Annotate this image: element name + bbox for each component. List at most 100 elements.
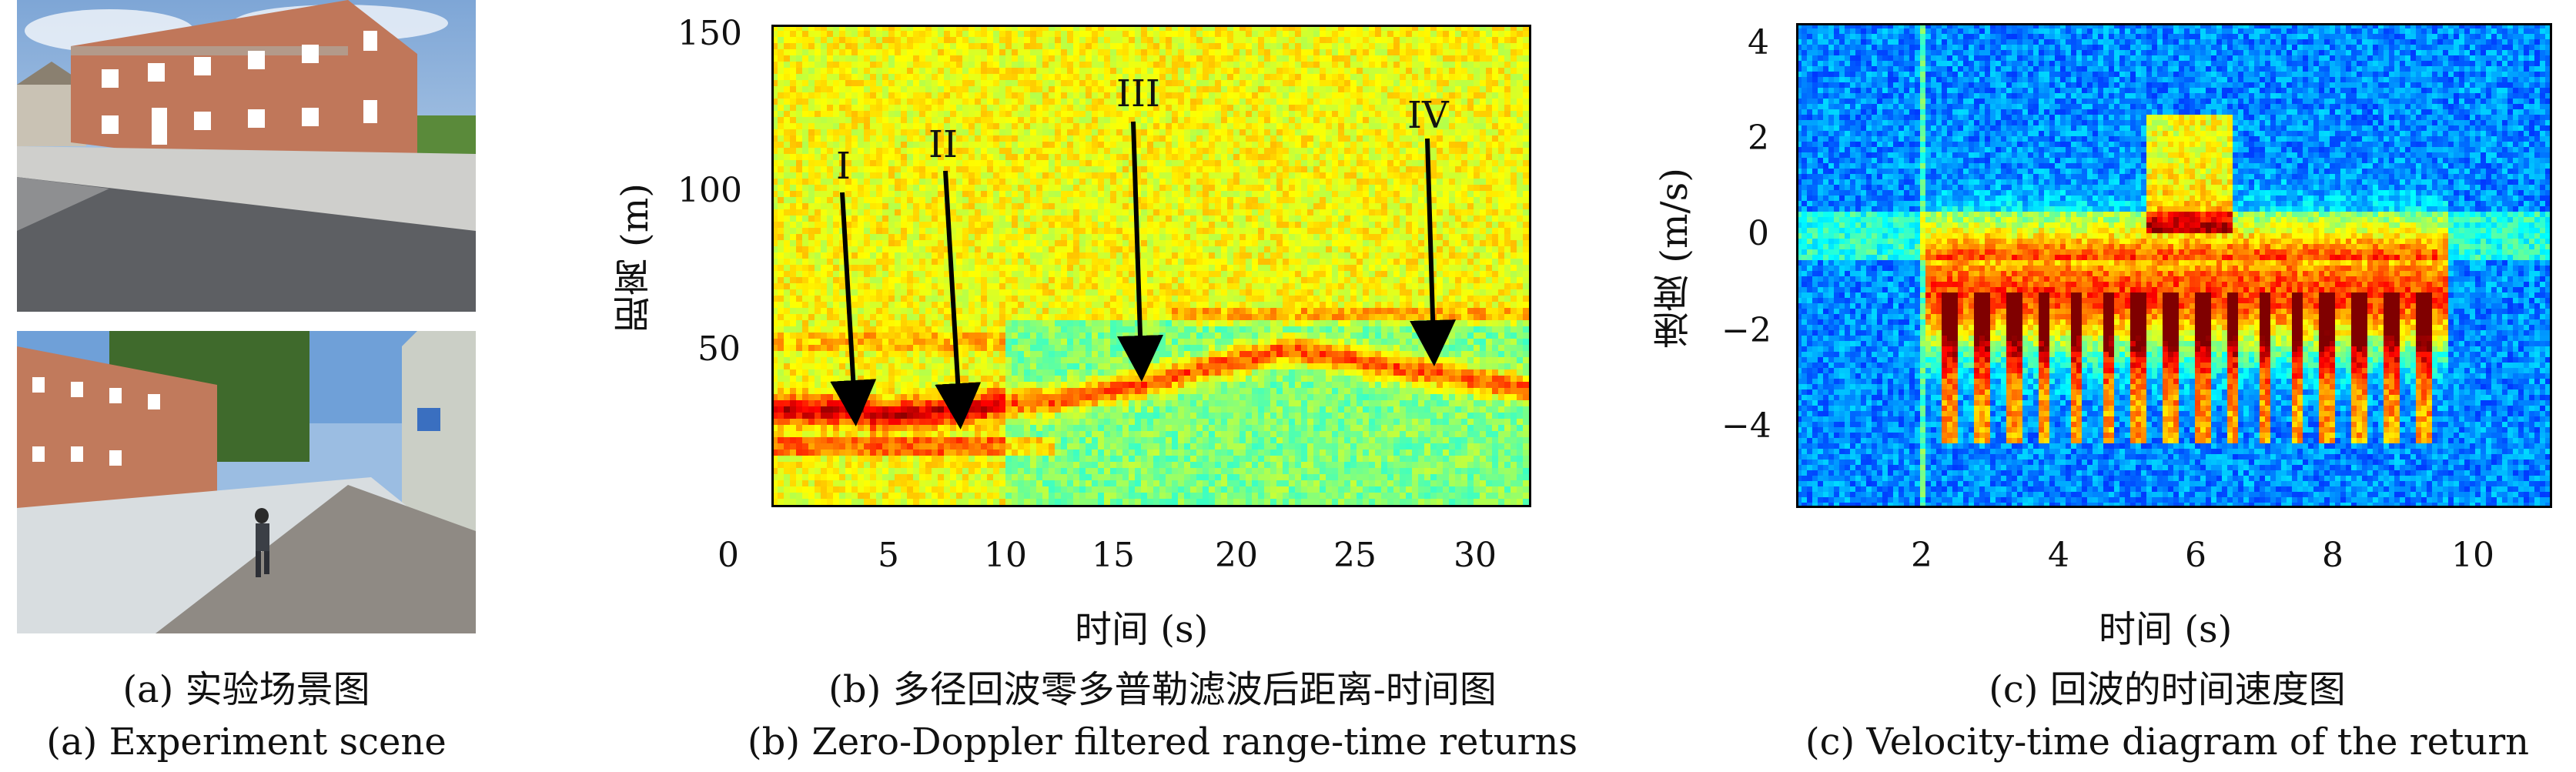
- heatmap-cell: [907, 86, 913, 92]
- heatmap-cell: [815, 277, 821, 283]
- heatmap-cell: [790, 154, 796, 160]
- heatmap-cell: [808, 37, 815, 43]
- heatmap-cell: [808, 480, 815, 486]
- heatmap-cell: [796, 62, 802, 68]
- heatmap-cell: [827, 234, 833, 240]
- heatmap-cell: [784, 99, 790, 105]
- heatmap-cell: [815, 406, 821, 413]
- heatmap-cell: [895, 240, 901, 246]
- heatmap-cell: [771, 289, 778, 296]
- heatmap-cell: [833, 228, 839, 234]
- heatmap-cell: [796, 326, 802, 333]
- heatmap-cell: [771, 363, 778, 369]
- heatmap-cell: [882, 382, 888, 388]
- heatmap-cell: [870, 259, 876, 265]
- heatmap-cell: [851, 99, 858, 105]
- heatmap-cell: [802, 314, 808, 320]
- heatmap-cell: [815, 252, 821, 259]
- heatmap-cell: [790, 222, 796, 228]
- heatmap-cell: [876, 74, 882, 80]
- heatmap-cell: [858, 363, 864, 369]
- heatmap-cell: [790, 252, 796, 259]
- heatmap-cell: [870, 449, 876, 456]
- heatmap-cell: [895, 129, 901, 135]
- heatmap-cell: [845, 246, 851, 252]
- heatmap-cell: [895, 25, 901, 31]
- heatmap-cell: [802, 493, 808, 499]
- heatmap-cell: [827, 197, 833, 203]
- heatmap-cell: [778, 394, 784, 400]
- heatmap-cell: [771, 252, 778, 259]
- caption-a-en: (a) Experiment scene: [46, 724, 447, 760]
- heatmap-cell: [851, 179, 858, 185]
- heatmap-cell: [876, 252, 882, 259]
- heatmap-cell: [864, 209, 870, 216]
- heatmap-cell: [851, 80, 858, 86]
- heatmap-cell: [907, 142, 913, 148]
- heatmap-cell: [790, 259, 796, 265]
- heatmap-cell: [778, 105, 784, 111]
- heatmap-cell: [815, 191, 821, 197]
- heatmap-cell: [778, 117, 784, 123]
- heatmap-cell: [784, 320, 790, 326]
- heatmap-cell: [901, 437, 907, 443]
- heatmap-cell: [839, 240, 845, 246]
- heatmap-cell: [876, 197, 882, 203]
- heatmap-cell: [864, 166, 870, 172]
- heatmap-cell: [876, 357, 882, 363]
- heatmap-cell: [778, 382, 784, 388]
- heatmap-cell: [833, 234, 839, 240]
- heatmap-cell: [815, 431, 821, 437]
- heatmap-cell: [827, 259, 833, 265]
- heatmap-cell: [901, 345, 907, 351]
- heatmap-cell: [895, 388, 901, 394]
- heatmap-cell: [901, 394, 907, 400]
- heatmap-cell: [839, 62, 845, 68]
- heatmap-cell: [784, 92, 790, 99]
- heatmap-cell: [784, 135, 790, 142]
- heatmap-cell: [778, 474, 784, 480]
- heatmap-cell: [815, 49, 821, 55]
- heatmap-cell: [839, 283, 845, 289]
- heatmap-cell: [784, 271, 790, 277]
- heatmap-cell: [888, 388, 895, 394]
- heatmap-cell: [778, 62, 784, 68]
- heatmap-cell: [888, 25, 895, 31]
- heatmap-cell: [815, 314, 821, 320]
- heatmap-cell: [907, 92, 913, 99]
- heatmap-cell: [845, 462, 851, 468]
- heatmap-cell: [845, 216, 851, 222]
- heatmap-cell: [901, 314, 907, 320]
- heatmap-cell: [876, 314, 882, 320]
- heatmap-cell: [790, 400, 796, 406]
- heatmap-cell: [784, 148, 790, 154]
- heatmap-cell: [845, 86, 851, 92]
- heatmap-cell: [784, 25, 790, 31]
- heatmap-cell: [778, 74, 784, 80]
- heatmap-cell: [845, 92, 851, 99]
- heatmap-cell: [833, 357, 839, 363]
- heatmap-cell: [790, 240, 796, 246]
- heatmap-cell: [876, 326, 882, 333]
- heatmap-cell: [895, 296, 901, 302]
- heatmap-cell: [876, 456, 882, 462]
- heatmap-cell: [821, 142, 827, 148]
- heatmap-cell: [833, 468, 839, 474]
- heatmap-cell: [771, 499, 778, 505]
- heatmap-cell: [851, 308, 858, 314]
- heatmap-cell: [864, 369, 870, 376]
- heatmap-cell: [907, 166, 913, 172]
- heatmap-cell: [839, 474, 845, 480]
- heatmap-cell: [895, 493, 901, 499]
- heatmap-cell: [839, 246, 845, 252]
- heatmap-cell: [845, 339, 851, 345]
- heatmap-cell: [802, 369, 808, 376]
- heatmap-cell: [882, 388, 888, 394]
- heatmap-cell: [778, 406, 784, 413]
- heatmap-cell: [870, 480, 876, 486]
- heatmap-cell: [888, 283, 895, 289]
- heatmap-cell: [839, 480, 845, 486]
- heatmap-cell: [907, 197, 913, 203]
- heatmap-cell: [882, 296, 888, 302]
- heatmap-cell: [821, 400, 827, 406]
